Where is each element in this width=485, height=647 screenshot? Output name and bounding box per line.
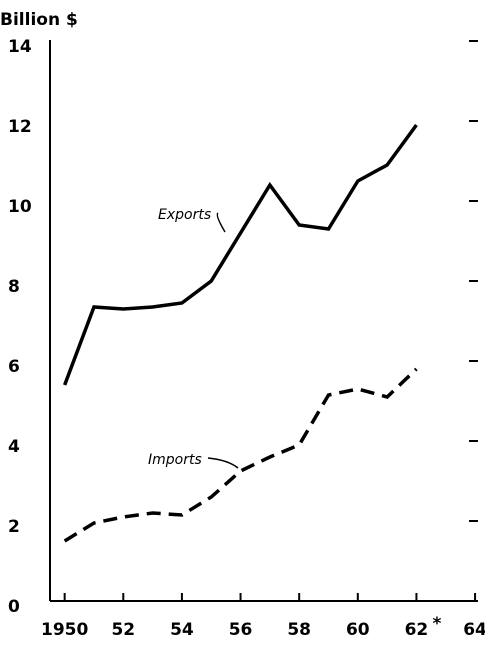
x-tick-label: 58 (287, 620, 311, 640)
leader-line (216, 212, 226, 233)
x-tick-label: 54 (170, 620, 194, 640)
y-tick-label: 6 (8, 357, 20, 377)
series-label: Imports (148, 452, 202, 468)
x-tick-label: 64 (463, 620, 485, 640)
y-tick-label: 12 (8, 117, 32, 137)
leader-line (207, 457, 239, 469)
y-tick-label: 2 (8, 517, 20, 537)
y-tick-label: 8 (8, 277, 20, 297)
x-tick-label: 52 (111, 620, 135, 640)
y-tick-label: 14 (8, 37, 32, 57)
y-tick-label: 10 (8, 197, 32, 217)
x-tick-label: 56 (229, 620, 253, 640)
y-tick-label: 4 (8, 437, 20, 457)
series-label: Exports (158, 207, 211, 223)
series-line (63, 367, 418, 543)
series-line (63, 123, 418, 386)
x-tick-label: 60 (346, 620, 370, 640)
x-tick-label: 1950 (41, 620, 88, 640)
footnote-marker: * (432, 614, 441, 634)
y-axis-label: Billion $ (0, 10, 78, 30)
x-tick-label: 62 (405, 620, 429, 640)
y-tick-label: 0 (8, 597, 20, 617)
